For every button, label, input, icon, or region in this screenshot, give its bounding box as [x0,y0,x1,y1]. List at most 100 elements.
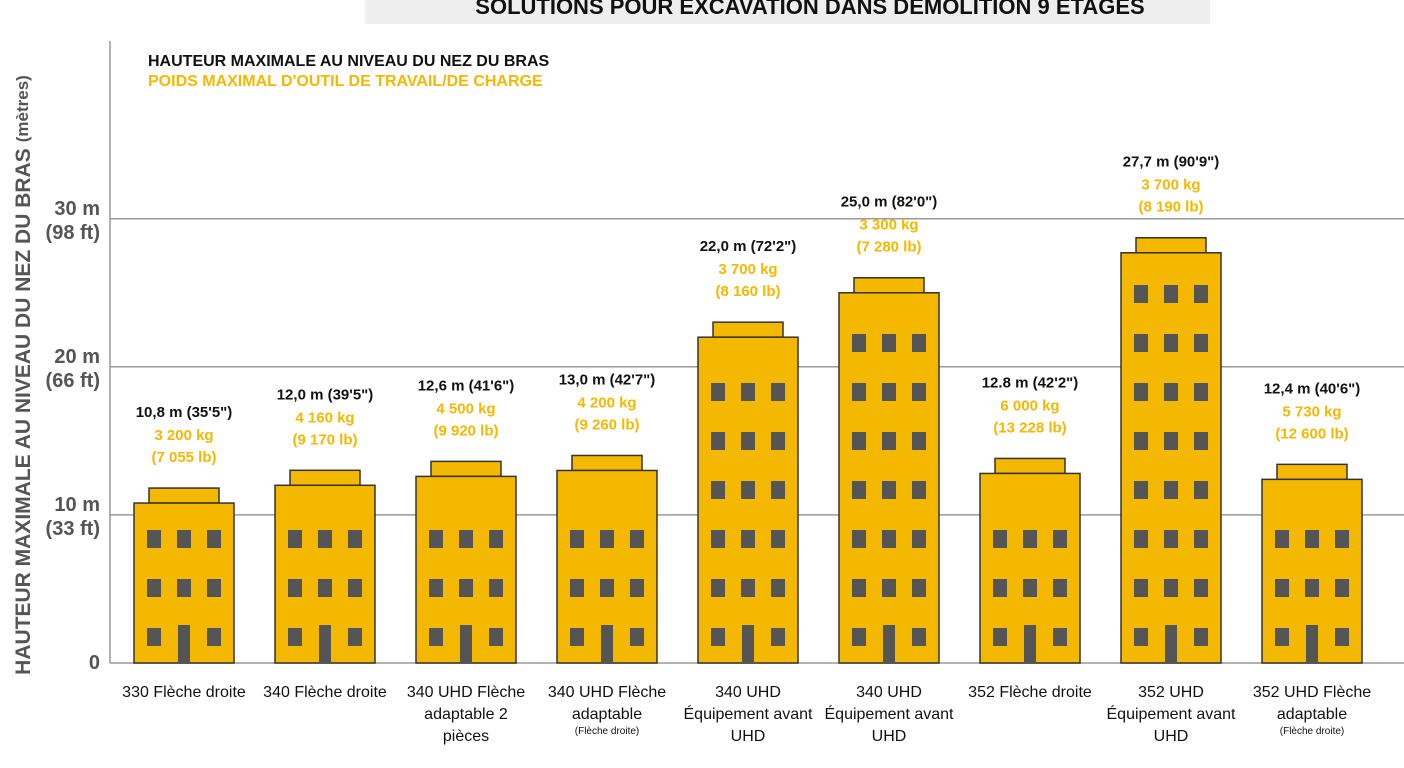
window [1164,383,1178,401]
value-label: 22,0 m (72'2") [700,238,797,255]
value-label: 3 300 kg [859,217,918,234]
window [1194,432,1208,450]
building-roof [572,455,642,470]
door [742,625,754,663]
window [1164,334,1178,352]
window [882,334,896,352]
window [318,579,332,597]
value-label: 6 000 kg [1000,397,1059,414]
window [489,628,503,646]
value-label: 27,7 m (90'9") [1123,154,1220,171]
window [852,383,866,401]
category-name: 340 UHD Équipement avant UHD [825,684,954,745]
window [771,432,785,450]
y-tick-label: 0 [28,651,100,675]
window [741,579,755,597]
x-tick-label: 352 UHD Flèche adaptable(Flèche droite) [1247,682,1377,738]
y-tick-label: 10 m (33 ft) [28,493,100,541]
window [147,530,161,548]
window [1134,481,1148,499]
x-tick-label: 340 UHD Flèche adaptable 2 pièces [401,682,531,748]
window [1134,432,1148,450]
window [711,383,725,401]
window [741,530,755,548]
window [288,579,302,597]
category-name: 340 UHD Équipement avant UHD [684,684,813,745]
value-label: (9 170 lb) [292,431,357,448]
window [1053,628,1067,646]
window [1053,530,1067,548]
window [852,432,866,450]
window [177,530,191,548]
window [882,481,896,499]
window [852,334,866,352]
window [771,579,785,597]
bar [1121,253,1221,663]
window [912,481,926,499]
value-label: (8 190 lb) [1138,199,1203,216]
window [771,383,785,401]
value-label: (7 280 lb) [856,239,921,256]
window [1164,432,1178,450]
value-label: 5 730 kg [1282,403,1341,420]
window [1275,628,1289,646]
building-roof [1136,238,1206,253]
building-roof [854,278,924,293]
window [459,530,473,548]
window [771,481,785,499]
door [883,625,895,663]
door [1024,625,1036,663]
window [288,530,302,548]
window [1164,579,1178,597]
y-tick-label: 30 m (98 ft) [28,197,100,245]
value-label: 3 200 kg [154,427,213,444]
window [1194,628,1208,646]
window [1275,530,1289,548]
window [771,530,785,548]
window [1164,285,1178,303]
building-roof [431,461,501,476]
legend-label: HAUTEUR MAXIMALE AU NIVEAU DU NEZ DU BRA… [148,53,550,70]
window [1335,579,1349,597]
value-label: (9 920 lb) [433,422,498,439]
value-label: 12,4 m (40'6") [1264,380,1361,397]
window [1164,481,1178,499]
value-label: 4 200 kg [577,394,636,411]
value-label: 12,6 m (41'6") [418,377,515,394]
chart-title: SOLUTIONS POUR EXCAVATION DANS DÉMOLITIO… [475,0,1144,19]
value-label: 10,8 m (35'5") [136,404,233,421]
window [711,579,725,597]
door [1306,625,1318,663]
value-label: 25,0 m (82'0") [841,194,938,211]
window [207,579,221,597]
window [1194,383,1208,401]
category-name: 352 UHD Équipement avant UHD [1107,684,1236,745]
window [771,628,785,646]
window [570,579,584,597]
x-tick-label: 340 UHD Équipement avant UHD [824,682,954,748]
building-roof [995,458,1065,473]
window [912,432,926,450]
window [459,579,473,597]
x-tick-label: 330 Flèche droite [119,682,249,704]
building-roof [149,488,219,503]
window [741,383,755,401]
x-tick-label: 340 UHD Équipement avant UHD [683,682,813,748]
window [1134,628,1148,646]
value-label: (13 228 lb) [993,419,1066,436]
window [1134,285,1148,303]
window [489,579,503,597]
window [1164,530,1178,548]
window [1194,285,1208,303]
window [852,628,866,646]
window [882,383,896,401]
window [177,579,191,597]
window [207,628,221,646]
category-note: (Flèche droite) [1247,726,1377,738]
value-label: 13,0 m (42'7") [559,371,656,388]
window [912,530,926,548]
window [993,628,1007,646]
window [711,530,725,548]
window [147,579,161,597]
window [429,530,443,548]
